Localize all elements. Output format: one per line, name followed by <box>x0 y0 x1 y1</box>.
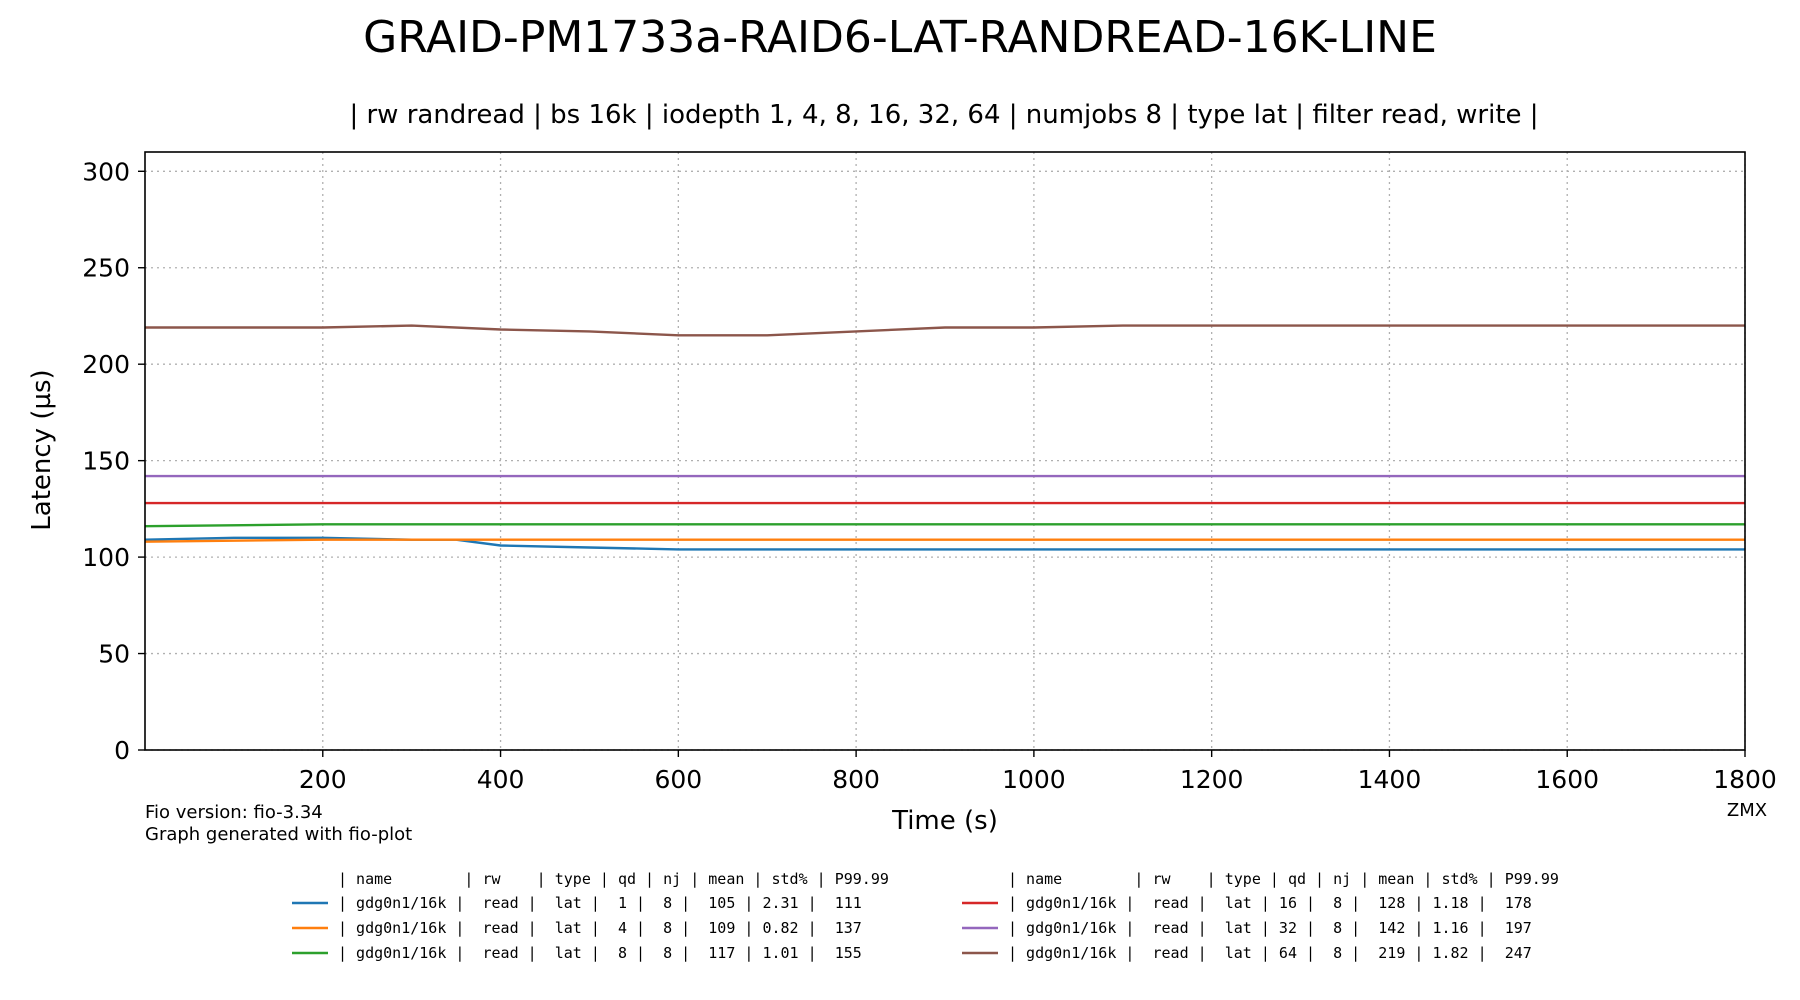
x-tick-label: 1000 <box>1002 765 1066 794</box>
x-tick-label: 1600 <box>1535 765 1599 794</box>
y-axis-label: Latency (µs) <box>27 369 57 530</box>
series-line-2 <box>144 538 1745 543</box>
series-line-3 <box>144 523 1745 528</box>
x-axis-ticks: 200 400 600 800 1000 1200 1400 1600 1800 <box>299 750 1777 794</box>
y-tick-label: 0 <box>114 736 130 765</box>
legend: | name | rw | type | qd | nj | mean | st… <box>292 870 1559 962</box>
legend-entry: | gdg0n1/16k | read | lat | 16 | 8 | 128… <box>1008 894 1532 912</box>
y-tick-label: 250 <box>82 254 130 283</box>
y-axis-ticks: 0 50 100 150 200 250 300 <box>82 157 145 765</box>
chart-subtitle: | rw randread | bs 16k | iodepth 1, 4, 8… <box>349 100 1538 130</box>
x-tick-label: 200 <box>299 765 347 794</box>
legend-entry: | gdg0n1/16k | read | lat | 64 | 8 | 219… <box>1008 944 1532 962</box>
grid <box>145 152 1746 751</box>
series-line-6 <box>145 324 1745 337</box>
x-tick-label: 800 <box>832 765 880 794</box>
legend-entry: | gdg0n1/16k | read | lat | 1 | 8 | 105 … <box>338 894 862 912</box>
author-tag: ZMX <box>1727 800 1767 821</box>
x-tick-label: 1800 <box>1713 765 1777 794</box>
y-tick-label: 150 <box>82 447 130 476</box>
x-axis-label: Time (s) <box>891 806 998 836</box>
series-lines <box>144 324 1745 551</box>
fio-plot-note: Graph generated with fio-plot <box>145 824 412 845</box>
legend-entry: | gdg0n1/16k | read | lat | 32 | 8 | 142… <box>1008 919 1532 937</box>
x-tick-label: 400 <box>477 765 525 794</box>
y-tick-label: 50 <box>98 640 130 669</box>
y-tick-label: 300 <box>82 157 130 186</box>
y-tick-label: 100 <box>82 543 130 572</box>
legend-entry: | gdg0n1/16k | read | lat | 4 | 8 | 109 … <box>338 919 862 937</box>
legend-entry: | gdg0n1/16k | read | lat | 8 | 8 | 117 … <box>338 944 862 962</box>
legend-header-left: | name | rw | type | qd | nj | mean | st… <box>338 870 889 888</box>
x-tick-label: 1200 <box>1180 765 1244 794</box>
chart-title: GRAID-PM1733a-RAID6-LAT-RANDREAD-16K-LIN… <box>363 12 1437 63</box>
legend-header-right: | name | rw | type | qd | nj | mean | st… <box>1008 870 1559 888</box>
y-tick-label: 200 <box>82 350 130 379</box>
x-tick-label: 1400 <box>1358 765 1422 794</box>
plot-frame <box>144 151 1746 751</box>
x-tick-label: 600 <box>654 765 702 794</box>
fio-version-note: Fio version: fio-3.34 <box>145 802 323 823</box>
